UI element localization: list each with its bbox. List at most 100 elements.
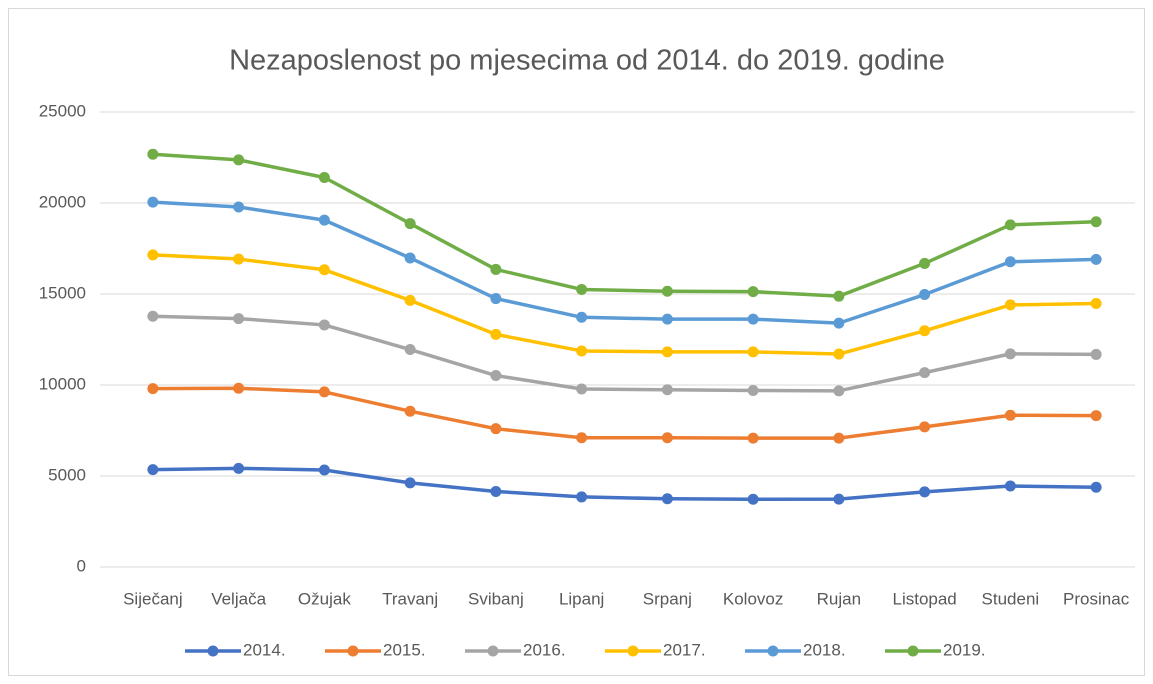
point-marker (919, 486, 931, 498)
point-marker (147, 464, 159, 476)
point-marker (404, 344, 416, 356)
point-marker (1004, 480, 1016, 492)
legend-marker (207, 645, 219, 657)
point-marker (490, 485, 502, 497)
point-marker (233, 382, 245, 394)
point-marker (1090, 348, 1102, 360)
point-marker (1090, 297, 1102, 309)
point-marker (833, 432, 845, 444)
legend-label: 2017. (663, 640, 706, 659)
point-marker (147, 148, 159, 160)
chart-title: Nezaposlenost po mjesecima od 2014. do 2… (229, 45, 945, 77)
point-marker (490, 423, 502, 435)
x-tick-label: Rujan (817, 589, 861, 608)
series-line (152, 314, 1097, 393)
legend-label: 2014. (243, 640, 286, 659)
legend-label: 2016. (523, 640, 566, 659)
point-marker (233, 154, 245, 166)
point-marker (747, 313, 759, 325)
legend-marker (347, 645, 359, 657)
point-marker (490, 263, 502, 275)
point-marker (661, 432, 673, 444)
legend-label: 2018. (803, 640, 846, 659)
x-tick-label: Siječanj (123, 589, 183, 608)
point-marker (919, 421, 931, 433)
x-tick-label: Studeni (982, 589, 1040, 608)
legend-marker (487, 645, 499, 657)
point-marker (490, 328, 502, 340)
point-marker (661, 346, 673, 358)
point-marker (233, 253, 245, 265)
point-marker (576, 311, 588, 323)
y-tick-label: 5000 (48, 465, 86, 484)
point-marker (919, 257, 931, 269)
point-marker (747, 384, 759, 396)
x-tick-label: Srpanj (643, 589, 692, 608)
point-marker (576, 491, 588, 503)
chart-border (8, 8, 1145, 676)
point-marker (747, 432, 759, 444)
point-marker (1004, 348, 1016, 360)
legend-marker (627, 645, 639, 657)
y-tick-label: 0 (77, 556, 86, 575)
legend-label: 2019. (943, 640, 986, 659)
point-marker (747, 346, 759, 358)
x-tick-label: Travanj (382, 589, 438, 608)
point-marker (661, 493, 673, 505)
point-marker (576, 283, 588, 295)
point-marker (833, 317, 845, 329)
point-marker (919, 289, 931, 301)
series-line (152, 200, 1097, 325)
point-marker (490, 293, 502, 305)
point-marker (661, 384, 673, 396)
point-marker (233, 201, 245, 213)
point-marker (147, 383, 159, 395)
point-marker (233, 462, 245, 474)
point-marker (833, 290, 845, 302)
point-marker (1004, 256, 1016, 268)
x-tick-label: Ožujak (298, 589, 351, 608)
point-marker (404, 477, 416, 489)
x-tick-label: Svibanj (468, 589, 524, 608)
y-tick-label: 10000 (39, 374, 86, 393)
point-marker (747, 493, 759, 505)
series-line (152, 386, 1097, 440)
point-marker (1004, 409, 1016, 421)
point-marker (1004, 219, 1016, 231)
x-tick-label: Veljača (211, 589, 266, 608)
point-marker (1090, 216, 1102, 228)
legend-marker (767, 645, 779, 657)
x-tick-label: Listopad (892, 589, 956, 608)
point-marker (833, 348, 845, 360)
x-tick-label: Prosinac (1063, 589, 1130, 608)
point-marker (318, 319, 330, 331)
point-marker (404, 252, 416, 264)
point-marker (661, 285, 673, 297)
point-marker (833, 493, 845, 505)
series-line (152, 253, 1097, 356)
point-marker (147, 196, 159, 208)
point-marker (747, 286, 759, 298)
series-line (152, 466, 1097, 502)
point-marker (404, 294, 416, 306)
point-marker (318, 264, 330, 276)
y-tick-label: 15000 (39, 283, 86, 302)
legend-marker (907, 645, 919, 657)
x-tick-label: Lipanj (559, 589, 604, 608)
point-marker (576, 345, 588, 357)
point-marker (576, 432, 588, 444)
point-marker (318, 214, 330, 226)
point-marker (1090, 410, 1102, 422)
point-marker (404, 218, 416, 230)
point-marker (661, 313, 673, 325)
point-marker (919, 367, 931, 379)
point-marker (1090, 481, 1102, 493)
point-marker (1090, 253, 1102, 265)
series-line (152, 152, 1097, 298)
point-marker (404, 405, 416, 417)
point-marker (147, 249, 159, 261)
y-tick-label: 20000 (39, 192, 86, 211)
legend-label: 2015. (383, 640, 426, 659)
